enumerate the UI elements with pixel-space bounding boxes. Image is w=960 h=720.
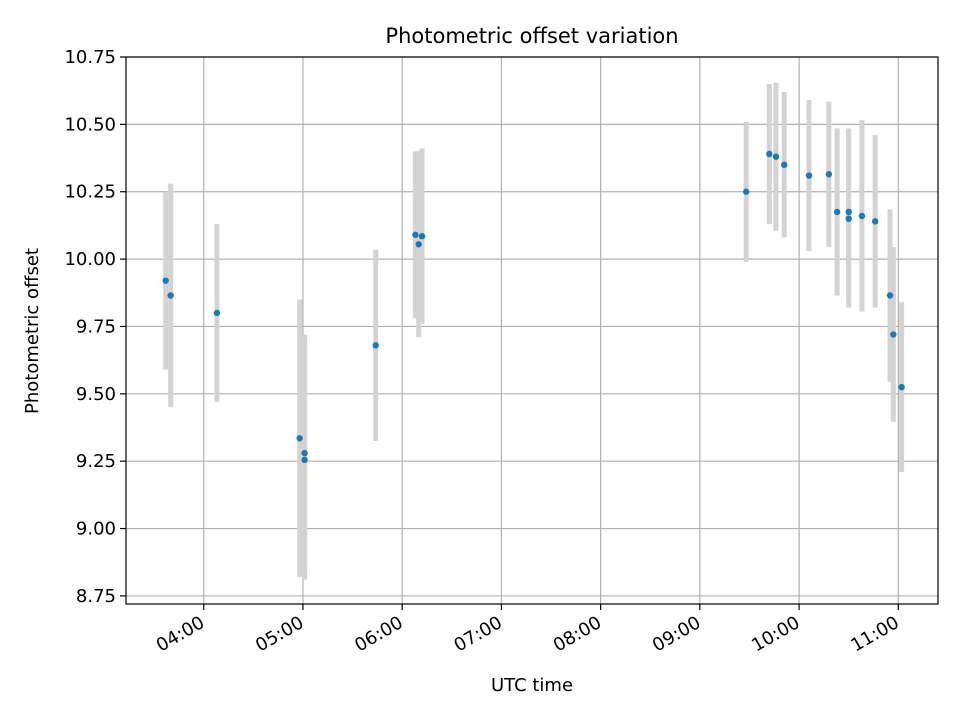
data-points: [162, 150, 905, 464]
data-point: [833, 208, 841, 216]
y-tick-label: 9.00: [76, 519, 116, 540]
data-point: [162, 277, 169, 284]
grid: [126, 56, 938, 604]
plot-area: [126, 57, 938, 604]
data-point: [871, 218, 879, 225]
data-point: [412, 231, 419, 239]
y-tick-label: 10.75: [64, 47, 116, 68]
data-point: [418, 232, 426, 240]
data-point: [301, 456, 308, 464]
y-tick-label: 9.25: [76, 451, 116, 472]
data-point: [825, 171, 833, 178]
plot-frame: [125, 56, 939, 605]
chart-title: Photometric offset variation: [385, 24, 678, 48]
data-point: [898, 383, 905, 391]
y-tick-label: 10.50: [64, 114, 116, 135]
y-tick-label: 9.75: [76, 316, 116, 337]
data-point: [805, 172, 813, 179]
data-point: [213, 309, 221, 317]
data-point: [296, 435, 303, 442]
data-point: [415, 241, 422, 248]
y-axis-label: Photometric offset: [22, 248, 43, 414]
x-axis-label: UTC time: [491, 675, 573, 696]
data-point: [766, 150, 773, 158]
y-tick-label: 8.75: [76, 586, 116, 607]
data-point: [845, 208, 852, 216]
y-tick-label: 10.25: [64, 182, 116, 203]
data-point: [772, 153, 780, 160]
data-point: [780, 161, 788, 168]
data-point: [167, 292, 174, 299]
data-point: [890, 331, 897, 338]
data-point: [858, 212, 866, 220]
data-point: [301, 449, 308, 457]
y-axis: 8.75 9.00 9.25 9.50 9.75 10.00 10.25 10.50 10.75: [64, 47, 126, 607]
y-tick-label: 10.00: [64, 249, 116, 270]
y-tick-label: 9.50: [76, 384, 116, 405]
data-point: [742, 188, 750, 195]
data-point: [845, 215, 852, 222]
data-point: [886, 292, 894, 299]
data-point: [372, 342, 379, 349]
